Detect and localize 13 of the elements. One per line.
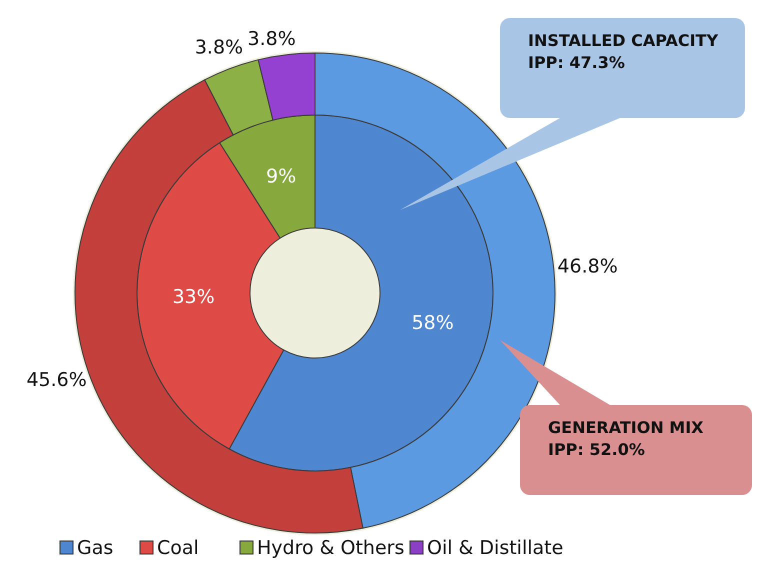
data-label: 46.8% [557, 256, 618, 278]
data-label: 3.8% [194, 36, 244, 59]
legend-label: Gas [77, 537, 114, 559]
data-label: 58% [412, 312, 454, 334]
legend-label: Hydro & Others [257, 537, 404, 559]
legend-label: Coal [157, 537, 199, 559]
text: GENERATION MIX IPP: 52.0% [548, 418, 704, 459]
legend-label: Oil & Distillate [427, 537, 564, 559]
data-label: 33% [172, 286, 215, 308]
data-label: 9% [266, 165, 296, 188]
data-label: 45.6% [26, 369, 87, 392]
data-label: 3.8% [248, 28, 296, 50]
text: INSTALLED CAPACITY IPP: 47.3% [528, 31, 718, 72]
